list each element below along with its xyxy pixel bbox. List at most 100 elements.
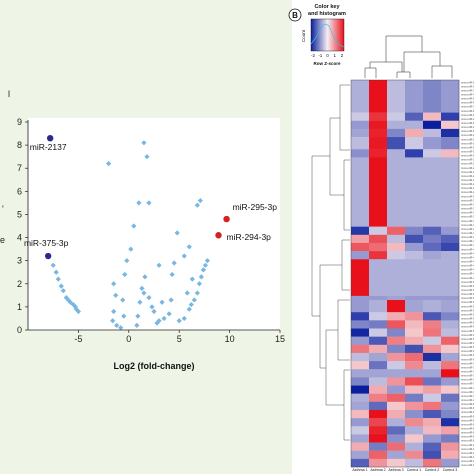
data-point bbox=[191, 297, 197, 303]
column-label: Asthma 2 bbox=[370, 468, 385, 472]
heatmap-cell bbox=[351, 242, 370, 252]
row-label: mmu-miR-37 bbox=[461, 227, 474, 231]
color-key: Color key and histogram Count -2 -1 0 1 2 Ro… bbox=[301, 4, 346, 66]
data-point bbox=[58, 283, 64, 289]
data-point bbox=[131, 223, 137, 229]
data-point bbox=[134, 322, 140, 328]
data-point bbox=[188, 301, 194, 308]
heatmap-cell bbox=[369, 385, 388, 394]
row-label: mmu-miR-63 bbox=[461, 333, 474, 337]
row-label: mmu-miR-45 bbox=[461, 260, 474, 264]
heatmap-cell bbox=[351, 312, 370, 321]
data-point bbox=[174, 230, 180, 236]
row-label: mmu-miR-56 bbox=[461, 304, 474, 308]
heatmap-cell bbox=[441, 251, 460, 260]
row-label: mmu-miR-87 bbox=[461, 431, 474, 435]
heatmap-cell bbox=[441, 385, 460, 394]
row-label: mmu-miR-86 bbox=[461, 427, 474, 431]
heatmap-cell bbox=[405, 226, 424, 235]
heatmap-cell bbox=[405, 295, 424, 301]
color-key-title-line2: and histogram bbox=[308, 11, 346, 17]
heatmap-cell bbox=[441, 450, 460, 460]
heatmap-cell bbox=[369, 112, 388, 121]
heatmap-cell bbox=[405, 344, 424, 354]
heatmap-cell bbox=[423, 295, 442, 301]
row-label: mmu-miR-21 bbox=[461, 162, 474, 166]
heatmap-cell bbox=[441, 120, 460, 130]
y-tick-label: 0 bbox=[17, 325, 22, 335]
data-point bbox=[194, 290, 200, 296]
row-label: mmu-miR-42 bbox=[461, 247, 474, 251]
heatmap-cell bbox=[351, 434, 370, 443]
heatmap-cell bbox=[405, 401, 424, 411]
row-label: mmu-miR-15 bbox=[461, 137, 474, 141]
y-tick-label: 6 bbox=[17, 186, 22, 196]
heatmap-cell bbox=[405, 450, 424, 460]
row-label: mmu-miR-18 bbox=[461, 150, 474, 154]
heatmap-cell bbox=[405, 418, 424, 427]
heatmap-cell bbox=[405, 320, 424, 329]
color-key-tick-label: 1 bbox=[333, 53, 336, 58]
heatmap-cell bbox=[423, 418, 442, 427]
row-label: mmu-miR-93 bbox=[461, 455, 474, 459]
heatmap-cell bbox=[387, 418, 406, 427]
heatmap-cell bbox=[405, 137, 424, 150]
color-key-title-line1: Color key bbox=[314, 4, 340, 10]
heatmap-cell bbox=[423, 120, 442, 130]
heatmap-cell bbox=[405, 128, 424, 138]
data-point bbox=[122, 271, 128, 278]
heatmap-cell bbox=[423, 299, 442, 313]
heatmap-cell bbox=[351, 426, 370, 435]
data-point bbox=[141, 290, 147, 296]
data-point bbox=[128, 246, 134, 252]
row-label: mmu-miR-94 bbox=[461, 459, 474, 463]
row-label: mmu-miR-73 bbox=[461, 374, 474, 378]
data-point bbox=[141, 140, 147, 146]
heatmap-cell bbox=[351, 157, 370, 227]
data-point bbox=[113, 292, 119, 298]
heatmap-cell bbox=[351, 393, 370, 403]
column-labels: Asthma 1 Asthma 2 Asthma 3 Control 1 Control… bbox=[352, 468, 457, 472]
y-tick-label: 8 bbox=[17, 140, 22, 150]
heatmap-cell bbox=[351, 295, 370, 301]
heatmap-cell bbox=[387, 426, 406, 435]
row-label: mmu-miR-58 bbox=[461, 312, 474, 316]
row-label: mmu-miR-8 bbox=[461, 109, 474, 113]
row-label: mmu-miR-5 bbox=[461, 97, 474, 101]
heatmap-cell bbox=[387, 385, 406, 394]
heatmap-cell bbox=[369, 226, 388, 235]
data-point bbox=[144, 154, 150, 160]
row-label: mmu-miR-51 bbox=[461, 284, 474, 288]
heatmap-cell bbox=[387, 120, 406, 130]
y-tick-label: 9 bbox=[17, 117, 22, 127]
row-label: mmu-miR-20 bbox=[461, 158, 474, 162]
heatmap-cell bbox=[423, 226, 442, 235]
heatmap-cell bbox=[423, 369, 442, 378]
row-label: mmu-miR-17 bbox=[461, 145, 474, 149]
color-key-tick-label: 0 bbox=[326, 53, 329, 58]
heatmap-cell bbox=[351, 234, 370, 244]
row-label: mmu-miR-95 bbox=[461, 463, 474, 467]
data-point bbox=[200, 267, 206, 273]
row-label: mmu-miR-79 bbox=[461, 398, 474, 402]
column-label: Asthma 1 bbox=[352, 468, 367, 472]
heatmap-cell bbox=[405, 426, 424, 435]
row-label: mmu-miR-50 bbox=[461, 280, 474, 284]
heatmap-cell bbox=[369, 295, 388, 301]
row-label: mmu-miR-26 bbox=[461, 182, 474, 186]
data-point bbox=[114, 322, 120, 328]
x-tick-label: 10 bbox=[225, 334, 235, 344]
heatmap-cell bbox=[351, 409, 370, 419]
heatmap-cell bbox=[441, 295, 460, 301]
data-point bbox=[146, 295, 152, 301]
row-label: mmu-miR-70 bbox=[461, 361, 474, 365]
heatmap-cell bbox=[441, 377, 460, 386]
y-tick-label: 3 bbox=[17, 256, 22, 266]
y-axis-label-fragment: ' bbox=[2, 204, 4, 214]
heatmap-cell bbox=[441, 149, 460, 158]
data-point bbox=[124, 258, 130, 264]
heatmap-cell bbox=[387, 299, 406, 313]
heatmap-cell bbox=[423, 344, 442, 354]
row-label: mmu-miR-36 bbox=[461, 223, 474, 227]
heatmap-cell bbox=[423, 149, 442, 158]
